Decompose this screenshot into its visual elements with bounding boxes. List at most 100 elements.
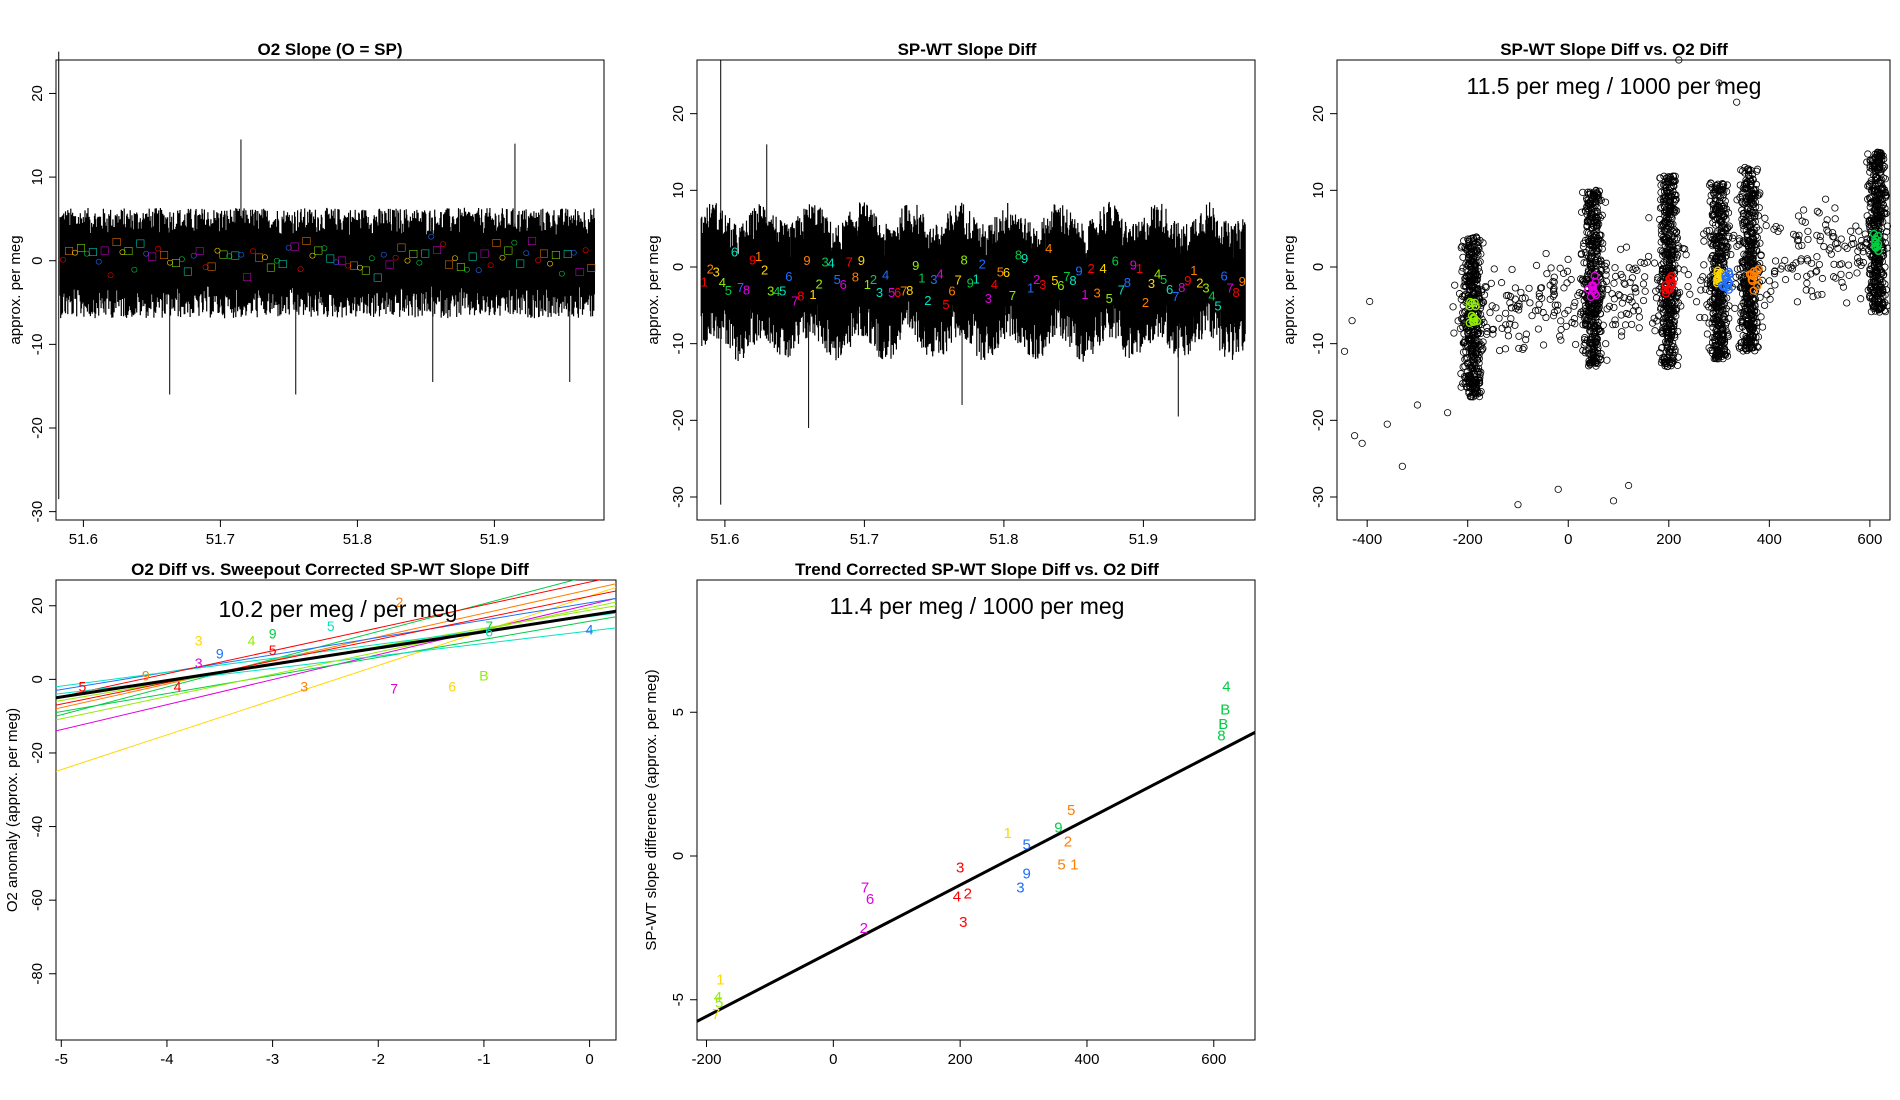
scatter-point xyxy=(1470,290,1478,298)
scatter-point xyxy=(1662,183,1670,192)
scatter-point xyxy=(1656,204,1665,212)
scatter-point xyxy=(1741,169,1749,177)
scatter-point xyxy=(1465,286,1474,294)
scatter-point xyxy=(1652,294,1661,302)
point-marker: ○ xyxy=(154,241,162,256)
scatter-point xyxy=(1703,227,1711,235)
y-tick-label: -30 xyxy=(1310,486,1327,508)
scatter-point xyxy=(1739,259,1748,267)
y-tick-label: 20 xyxy=(1310,105,1327,122)
point-marker: 9 xyxy=(1184,273,1191,288)
scatter-point xyxy=(1866,199,1874,207)
scatter-point xyxy=(1466,274,1474,282)
scatter-point xyxy=(1537,284,1545,292)
scatter-point xyxy=(1350,432,1359,440)
scatter-point xyxy=(1708,319,1716,327)
scatter-point xyxy=(1664,339,1673,347)
x-tick-label: 600 xyxy=(1857,531,1882,548)
scatter-point xyxy=(1772,222,1780,231)
point-marker: 1 xyxy=(1027,280,1034,295)
point-marker: 9 xyxy=(1075,264,1082,279)
point-marker: □ xyxy=(160,247,168,262)
scatter-point xyxy=(1557,336,1565,344)
scatter-point xyxy=(1640,259,1648,267)
scatter-point xyxy=(1706,197,1714,205)
scatter-point xyxy=(1461,274,1469,282)
scatter-point xyxy=(1715,233,1724,241)
point-marker: □ xyxy=(362,263,370,278)
scatter-point xyxy=(1474,329,1482,337)
panel-slope-diff-vs-o2-diff: SP-WT Slope Diff vs. O2 Diff -400 -200 0 20… xyxy=(1281,40,1892,548)
scatter-point xyxy=(1651,327,1659,335)
y-tick-label: -80 xyxy=(29,963,46,985)
scatter-point xyxy=(1867,308,1876,316)
y-tick-label: 10 xyxy=(670,182,687,199)
point-marker: ○ xyxy=(202,259,210,274)
scatter-point xyxy=(1876,266,1884,274)
point-label: 7 xyxy=(712,1006,720,1023)
point-marker: □ xyxy=(314,243,322,258)
scatter-point xyxy=(1649,319,1657,327)
scatter-point xyxy=(1710,354,1718,363)
scatter-point xyxy=(1610,295,1618,303)
scatter-point xyxy=(1793,273,1801,281)
scatter-point xyxy=(1547,264,1555,272)
group-fit-line xyxy=(56,601,616,721)
scatter-point xyxy=(1592,339,1600,347)
point-marker: 5 xyxy=(834,272,841,287)
noise-trace xyxy=(59,207,595,319)
point-marker: ○ xyxy=(380,246,388,261)
scatter-point xyxy=(1531,307,1540,315)
scatter-point xyxy=(1496,346,1504,355)
slope-annotation: 11.4 per meg / 1000 per meg xyxy=(830,593,1125,619)
scatter-point xyxy=(1465,282,1474,290)
scatter-point xyxy=(1562,322,1570,330)
scatter-point xyxy=(1743,195,1752,204)
point-label: 3 xyxy=(195,655,203,671)
scatter-point xyxy=(1457,244,1465,252)
scatter-point xyxy=(1661,250,1669,259)
point-marker: ○ xyxy=(463,262,471,277)
scatter-point xyxy=(1751,212,1759,220)
scatter-point xyxy=(1739,331,1747,340)
point-marker: 5 xyxy=(997,265,1004,280)
scatter-point xyxy=(1745,325,1754,333)
scatter-point xyxy=(1738,190,1746,198)
point-marker: ○ xyxy=(344,258,352,273)
point-marker: 8 xyxy=(1015,247,1022,262)
scatter-point xyxy=(1621,280,1629,288)
scatter-point xyxy=(1871,254,1879,262)
scatter-point xyxy=(1708,183,1716,192)
point-marker: ○ xyxy=(522,245,530,260)
scatter-point xyxy=(1753,342,1761,351)
scatter-point xyxy=(1813,207,1821,215)
scatter-point xyxy=(1488,302,1496,310)
scatter-point xyxy=(1720,338,1729,346)
scatter-point xyxy=(1474,356,1482,364)
scatter-point xyxy=(1504,291,1512,299)
y-tick-label: 0 xyxy=(670,852,687,860)
scatter-point xyxy=(1593,335,1601,343)
scatter-point xyxy=(1794,236,1803,244)
point-marker: 7 xyxy=(1118,282,1125,297)
scatter-point xyxy=(1809,292,1817,301)
scatter-point xyxy=(1802,286,1810,294)
scatter-point xyxy=(1465,277,1474,285)
scatter-point xyxy=(1473,330,1481,338)
scatter-point xyxy=(1462,348,1470,356)
scatter-point xyxy=(1795,231,1803,239)
scatter-point xyxy=(1458,267,1466,276)
scatter-point xyxy=(1798,217,1806,225)
scatter-point xyxy=(1469,364,1477,373)
scatter-point xyxy=(1875,179,1883,187)
point-marker: 1 xyxy=(864,277,871,292)
scatter-point xyxy=(1670,198,1679,206)
scatter-point xyxy=(1487,279,1495,287)
scatter-point xyxy=(1528,312,1536,320)
scatter-point xyxy=(1878,190,1886,198)
scatter-point xyxy=(1469,356,1477,364)
plot-frame xyxy=(55,579,617,1041)
scatter-point xyxy=(1665,348,1673,356)
point-marker: 4 xyxy=(1045,241,1052,256)
scatter-point xyxy=(1507,315,1515,323)
